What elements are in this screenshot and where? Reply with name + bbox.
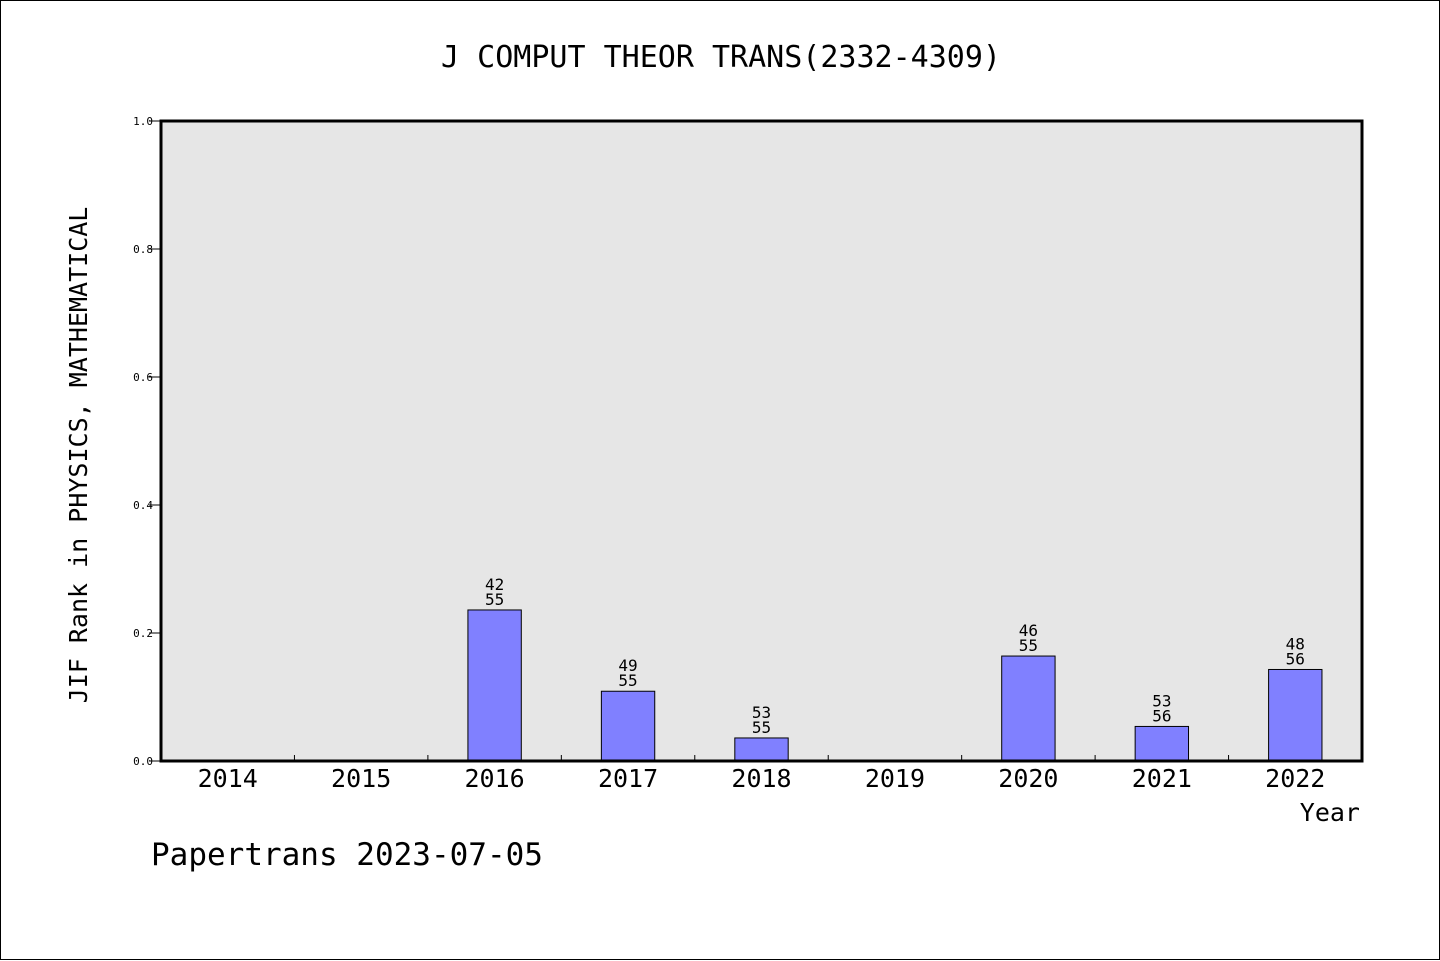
x-axis-label: Year [1300, 798, 1360, 827]
y-tick-label: 0.8 [133, 243, 153, 256]
bar-label-total: 56 [1286, 649, 1305, 668]
bar-label-total: 55 [752, 718, 771, 737]
bar-label-rank: 48 [1286, 634, 1305, 653]
y-tick-label: 0.0 [133, 755, 153, 768]
x-tick-label: 2016 [465, 764, 525, 793]
plot-area [161, 121, 1362, 761]
x-tick-label: 2020 [998, 764, 1058, 793]
bar-label-rank: 53 [1152, 691, 1171, 710]
bar-label-total: 55 [485, 590, 504, 609]
x-tick-label: 2017 [598, 764, 658, 793]
bar-label-rank: 42 [485, 575, 504, 594]
x-tick-label: 2022 [1265, 764, 1325, 793]
bar-label-total: 55 [618, 671, 637, 690]
x-tick-label: 2021 [1132, 764, 1192, 793]
bars-group [467, 609, 1323, 762]
y-tick-label: 0.2 [133, 627, 153, 640]
y-tick-label: 0.4 [133, 499, 153, 512]
x-tick-label: 2014 [198, 764, 258, 793]
chart-title: J COMPUT THEOR TRANS(2332-4309) [441, 40, 1001, 75]
bar-label-total: 56 [1152, 706, 1171, 725]
x-axis-ticks: 2014 2015 2016 2017 2018 2019 2020 2021 2022 [198, 755, 1325, 793]
y-tick-label: 0.6 [133, 371, 153, 384]
y-axis-label: JIF Rank in PHYSICS, MATHEMATICAL [64, 207, 93, 704]
y-tick-label: 1.0 [133, 115, 153, 128]
bar-label-rank: 46 [1019, 621, 1038, 640]
footer-credit: Papertrans 2023-07-05 [151, 837, 543, 873]
x-tick-label: 2015 [331, 764, 391, 793]
x-tick-label: 2019 [865, 764, 925, 793]
bar-label-rank: 49 [618, 656, 637, 675]
plot-border [159, 119, 1364, 763]
bar-label-rank: 53 [752, 703, 771, 722]
bar [467, 609, 522, 762]
bar [1001, 655, 1056, 762]
x-tick-label: 2018 [731, 764, 791, 793]
bar [1134, 725, 1190, 762]
bar [734, 737, 789, 762]
y-axis-ticks: 0.0 0.2 0.4 0.6 0.8 1.0 [133, 115, 161, 768]
bar [600, 690, 656, 762]
bar [1268, 668, 1323, 762]
bar-label-total: 55 [1019, 636, 1038, 655]
